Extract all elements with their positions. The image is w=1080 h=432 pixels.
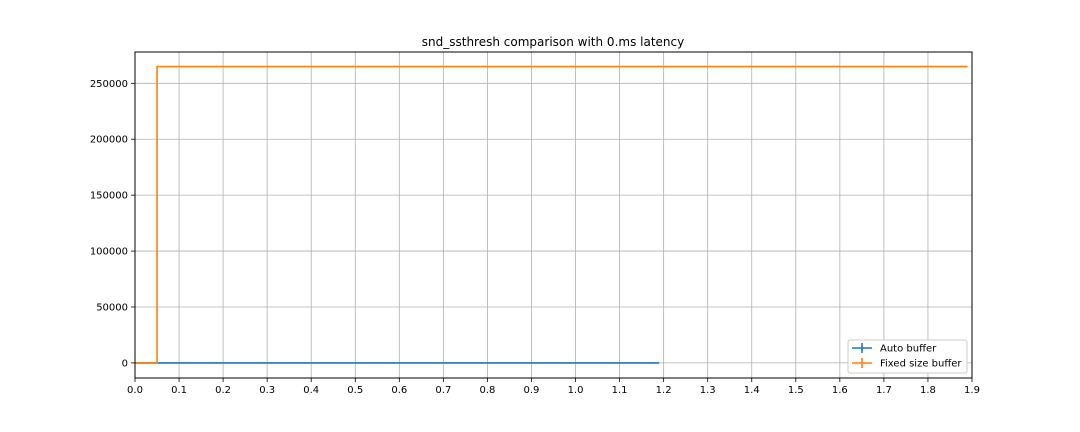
x-tick-label: 0.6 — [391, 385, 407, 396]
x-tick-label: 0.2 — [215, 385, 231, 396]
x-tick-label: 1.8 — [920, 385, 936, 396]
series-group — [135, 65, 968, 364]
x-tick-label: 0.3 — [259, 385, 275, 396]
x-tick-label: 0.4 — [303, 385, 319, 396]
legend-box — [847, 339, 968, 374]
legend: Auto buffer Fixed size buffer — [847, 339, 968, 374]
series-line-2 — [135, 65, 968, 364]
y-axis: 0 50000 100000 150000 200000 250000 — [90, 79, 135, 369]
chart-title: snd_ssthresh comparison with 0.ms latenc… — [422, 35, 684, 49]
x-tick-label: 0.5 — [347, 385, 363, 396]
x-tick-label: 1.5 — [788, 385, 804, 396]
legend-label-1: Auto buffer — [880, 344, 937, 355]
plot-frame — [134, 51, 973, 379]
x-tick-label: 1.7 — [876, 385, 892, 396]
x-axis: 0.0 0.1 0.2 0.3 0.4 0.5 0.6 0.7 0.8 0.9 1.0 1.1 1.2 1… — [127, 378, 980, 396]
x-tick-label: 1.9 — [964, 385, 980, 396]
x-tick-label: 1.0 — [568, 385, 584, 396]
legend-label-2: Fixed size buffer — [880, 359, 962, 370]
x-tick-label: 1.3 — [700, 385, 716, 396]
y-tick-label: 250000 — [90, 79, 128, 90]
x-tick-label: 0.0 — [127, 385, 143, 396]
x-tick-label: 0.9 — [524, 385, 540, 396]
x-tick-label: 1.6 — [832, 385, 848, 396]
y-tick-label: 200000 — [90, 135, 128, 146]
y-tick-label: 50000 — [96, 302, 128, 313]
x-tick-label: 1.2 — [656, 385, 672, 396]
x-tick-label: 1.1 — [612, 385, 628, 396]
y-tick-label: 150000 — [90, 191, 128, 202]
x-tick-label: 0.8 — [479, 385, 495, 396]
x-tick-label: 0.1 — [171, 385, 187, 396]
x-tick-label: 1.4 — [744, 385, 760, 396]
y-tick-label: 0 — [122, 358, 128, 369]
x-tick-label: 0.7 — [435, 385, 451, 396]
y-tick-label: 100000 — [90, 247, 128, 258]
